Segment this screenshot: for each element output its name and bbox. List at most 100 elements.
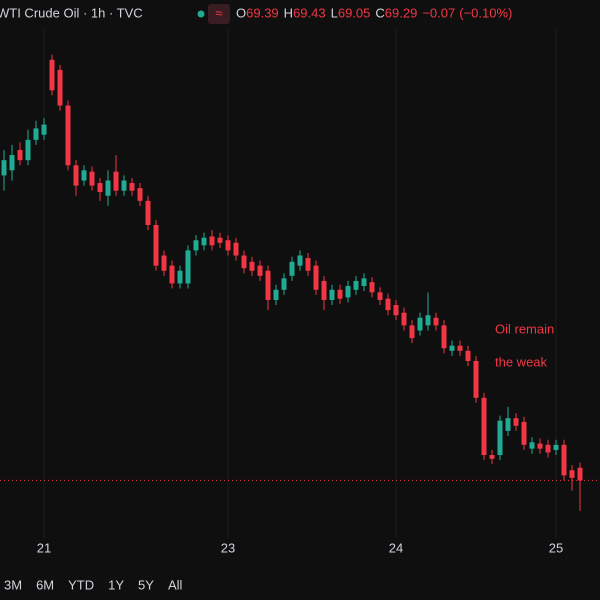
annotation-text: Oil remain — [495, 321, 554, 336]
status-dot — [197, 10, 205, 18]
candle-body — [569, 470, 575, 478]
candle-body — [81, 170, 87, 181]
candle-body — [129, 183, 135, 191]
ohlc-value: 69.05 — [338, 5, 371, 20]
candle-body — [345, 285, 351, 298]
candle-body — [393, 305, 399, 316]
candle-body — [57, 69, 63, 106]
range-button[interactable]: 6M — [36, 577, 54, 592]
candle-body — [281, 278, 287, 290]
ohlc-label: C — [375, 5, 384, 20]
symbol-badge — [208, 4, 230, 24]
candle-body — [361, 278, 367, 286]
candle-body — [193, 240, 199, 251]
candle-body — [353, 280, 359, 290]
candle-body — [401, 312, 407, 326]
x-tick-label: 23 — [221, 540, 235, 555]
candle-body — [297, 255, 303, 266]
ohlc-legend: O 69.39 H 69.43 L 69.05 C 69.29 −0.07 (−0.10%) — [236, 5, 512, 20]
ohlc-label: H — [284, 5, 293, 20]
candle-body — [449, 345, 455, 351]
candle-body — [233, 242, 239, 256]
x-tick-label: 25 — [549, 540, 563, 555]
candle-body — [369, 282, 375, 293]
candle-body — [105, 180, 111, 196]
candle-body — [529, 442, 535, 449]
candle-body — [137, 188, 143, 201]
candle-body — [177, 270, 183, 284]
candle-body — [249, 261, 255, 271]
candle-body — [337, 289, 343, 299]
candle-body — [9, 155, 15, 171]
candle-body — [377, 292, 383, 300]
candle-body — [65, 105, 71, 166]
candle-body — [17, 150, 23, 161]
ohlc-value: 69.39 — [246, 5, 279, 20]
candle-body — [1, 160, 7, 176]
candle-body — [441, 325, 447, 349]
candle-body — [25, 139, 31, 161]
candle-body — [185, 250, 191, 284]
ohlc-value: 69.29 — [385, 5, 418, 20]
candle-body — [521, 421, 527, 445]
range-button[interactable]: 3M — [4, 577, 22, 592]
candle-body — [305, 258, 311, 271]
candle-body — [289, 261, 295, 276]
candle-body — [265, 270, 271, 300]
range-button[interactable]: 5Y — [138, 577, 154, 592]
annotation-text: the weak — [495, 354, 548, 369]
candle-body — [545, 444, 551, 453]
candle-body — [409, 325, 415, 339]
candle-body — [537, 443, 543, 449]
ohlc-label: L — [331, 5, 338, 20]
range-button[interactable]: All — [168, 577, 183, 592]
candle-body — [113, 171, 119, 191]
candle-body — [97, 183, 103, 192]
candle-body — [321, 280, 327, 300]
candle-body — [273, 289, 279, 300]
candle-body — [217, 237, 223, 243]
chart-title: WTI Crude Oil · 1h · TVC — [0, 5, 143, 20]
candle-body — [153, 224, 159, 266]
candle-body — [473, 360, 479, 398]
candle-body — [481, 397, 487, 456]
range-toolbar: 3M 6M YTD 1Y 5Y All — [4, 577, 182, 592]
candle-body — [41, 124, 47, 135]
candle-body — [329, 289, 335, 300]
ohlc-value: 69.43 — [293, 5, 326, 20]
candle-body — [505, 418, 511, 431]
candle-body — [33, 128, 39, 140]
candle-body — [457, 345, 463, 351]
candle-body — [577, 467, 583, 481]
plot: 21 23 24 25 — [0, 54, 600, 555]
range-button[interactable]: YTD — [68, 577, 94, 592]
candle-body — [145, 200, 151, 225]
candle-body — [201, 237, 207, 246]
change-percent: (−0.10%) — [459, 5, 512, 20]
candle-body — [241, 255, 247, 269]
candle-body — [169, 265, 175, 284]
x-tick-label: 24 — [389, 540, 403, 555]
candle-body — [209, 236, 215, 246]
candle-body — [513, 418, 519, 426]
candle-body — [561, 444, 567, 476]
candle-body — [425, 315, 431, 326]
candle-body — [313, 265, 319, 290]
candle-body — [497, 420, 503, 456]
range-button[interactable]: 1Y — [108, 577, 124, 592]
candle-body — [433, 317, 439, 326]
candle-body — [385, 298, 391, 311]
candle-body — [89, 171, 95, 186]
change-value: −0.07 — [422, 5, 455, 20]
candle-body — [553, 444, 559, 450]
x-tick-label: 21 — [37, 540, 51, 555]
candle-body — [121, 180, 127, 191]
candle-body — [225, 240, 231, 251]
candle-body — [161, 255, 167, 271]
candle-body — [49, 59, 55, 91]
candle-body — [257, 265, 263, 276]
candle-body — [465, 350, 471, 361]
